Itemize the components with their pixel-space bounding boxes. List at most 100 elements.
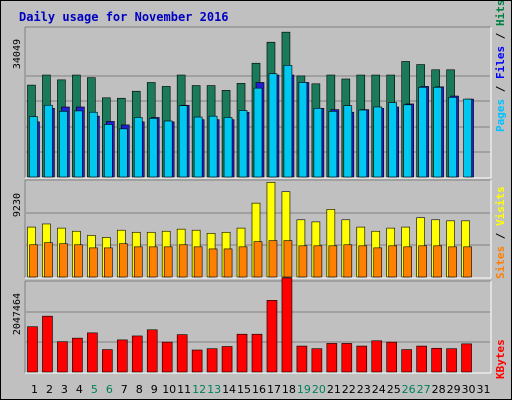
bar-pages-day-2 xyxy=(44,104,53,178)
x-tick-day-27: 27 xyxy=(417,383,431,396)
bar-sites-day-27 xyxy=(418,245,427,278)
bar-kbytes-day-28 xyxy=(431,347,442,373)
bar-kbytes-day-4 xyxy=(72,337,83,373)
x-tick-day-26: 26 xyxy=(402,383,416,396)
x-tick-day-11: 11 xyxy=(177,383,191,396)
x-tick-day-5: 5 xyxy=(91,383,98,396)
bar-kbytes-day-8 xyxy=(131,335,143,373)
bar-pages-day-9 xyxy=(148,118,158,178)
x-tick-day-2: 2 xyxy=(46,383,53,396)
bar-pages-day-22 xyxy=(343,105,353,178)
x-tick-day-13: 13 xyxy=(207,383,221,396)
bar-sites-day-24 xyxy=(373,247,383,278)
x-tick-day-3: 3 xyxy=(61,383,68,396)
bar-kbytes-day-1 xyxy=(27,326,38,373)
bar-sites-day-12 xyxy=(193,246,203,278)
x-tick-day-20: 20 xyxy=(312,383,326,396)
bar-kbytes-day-27 xyxy=(416,345,427,373)
bar-pages-day-6 xyxy=(104,124,113,178)
bar-kbytes-day-12 xyxy=(191,349,203,373)
bar-kbytes-day-15 xyxy=(236,333,248,373)
bar-pages-day-14 xyxy=(223,117,233,178)
bar-kbytes-day-2 xyxy=(42,315,53,373)
x-tick-day-7: 7 xyxy=(121,383,128,396)
legend: Pages / Files / Hits xyxy=(494,1,507,132)
legend-kbytes: KBytes xyxy=(494,339,507,379)
bar-kbytes-day-7 xyxy=(116,339,128,373)
bar-kbytes-day-25 xyxy=(386,341,398,373)
bar-sites-day-15 xyxy=(238,246,248,278)
x-tick-day-30: 30 xyxy=(462,383,476,396)
bar-sites-day-19 xyxy=(298,245,308,278)
bar-kbytes-day-24 xyxy=(371,340,383,373)
bar-pages-day-18 xyxy=(283,65,293,178)
bar-kbytes-day-30 xyxy=(461,343,472,373)
bar-sites-day-17 xyxy=(268,240,278,278)
x-tick-day-29: 29 xyxy=(447,383,461,396)
bar-sites-day-13 xyxy=(208,248,218,278)
bar-kbytes-day-23 xyxy=(356,345,368,373)
x-tick-day-4: 4 xyxy=(76,383,83,396)
bar-pages-day-19 xyxy=(298,82,308,178)
bar-sites-day-26 xyxy=(403,246,412,278)
bar-kbytes-day-16 xyxy=(251,333,263,373)
bar-pages-day-13 xyxy=(208,115,218,178)
bar-kbytes-day-10 xyxy=(161,341,173,373)
bar-sites-day-4 xyxy=(74,244,83,278)
x-tick-day-28: 28 xyxy=(432,383,446,396)
bar-sites-day-25 xyxy=(388,245,398,278)
x-tick-day-21: 21 xyxy=(327,383,341,396)
bar-pages-day-1 xyxy=(29,116,38,178)
bar-pages-day-28 xyxy=(433,86,442,178)
bar-sites-day-30 xyxy=(463,246,472,278)
bar-sites-day-21 xyxy=(328,245,338,278)
legend-separator: / xyxy=(494,226,507,246)
bar-kbytes-day-22 xyxy=(341,343,353,373)
bar-pages-day-17 xyxy=(268,73,278,178)
x-tick-day-6: 6 xyxy=(106,383,113,396)
bar-pages-day-30 xyxy=(463,98,472,178)
x-tick-day-18: 18 xyxy=(282,383,296,396)
bar-sites-day-6 xyxy=(104,247,113,278)
bar-sites-day-10 xyxy=(163,246,173,278)
bar-kbytes-day-9 xyxy=(146,329,158,373)
bar-sites-day-11 xyxy=(178,244,188,278)
legend-hits: Hits xyxy=(494,1,507,26)
bar-kbytes-day-29 xyxy=(446,348,457,373)
x-tick-day-17: 17 xyxy=(267,383,281,396)
x-tick-day-31: 31 xyxy=(477,383,491,396)
bar-kbytes-day-17 xyxy=(266,300,278,373)
bar-kbytes-day-19 xyxy=(296,345,308,373)
y-tick-label: 34049 xyxy=(12,39,23,69)
bar-pages-day-25 xyxy=(388,102,398,178)
bar-kbytes-day-20 xyxy=(311,348,323,373)
bar-pages-day-21 xyxy=(328,111,338,178)
bar-pages-day-20 xyxy=(313,107,323,178)
bar-pages-day-3 xyxy=(59,111,68,178)
bar-pages-day-10 xyxy=(163,120,173,178)
bar-kbytes-day-18 xyxy=(281,277,293,373)
bar-sites-day-16 xyxy=(253,241,263,278)
bar-sites-day-7 xyxy=(118,243,128,278)
x-tick-day-1: 1 xyxy=(31,383,38,396)
x-tick-day-16: 16 xyxy=(252,383,266,396)
bar-kbytes-day-13 xyxy=(206,348,218,373)
bar-sites-day-14 xyxy=(223,248,233,278)
y-tick-label: 2047464 xyxy=(12,293,23,335)
legend-files: Files xyxy=(494,46,507,79)
bar-kbytes-day-3 xyxy=(57,341,68,373)
x-tick-day-19: 19 xyxy=(297,383,311,396)
x-tick-day-8: 8 xyxy=(136,383,143,396)
bar-kbytes-day-14 xyxy=(221,346,233,373)
y-tick-label: 9230 xyxy=(12,193,23,217)
bar-sites-day-3 xyxy=(59,243,68,278)
bar-pages-day-15 xyxy=(238,110,248,178)
bar-sites-day-2 xyxy=(44,242,53,278)
x-tick-day-12: 12 xyxy=(192,383,206,396)
legend-pages: Pages xyxy=(494,99,507,132)
legend: Sites / Visits xyxy=(494,186,507,279)
x-tick-day-9: 9 xyxy=(151,383,158,396)
bar-sites-day-22 xyxy=(343,244,353,278)
x-tick-day-10: 10 xyxy=(162,383,176,396)
